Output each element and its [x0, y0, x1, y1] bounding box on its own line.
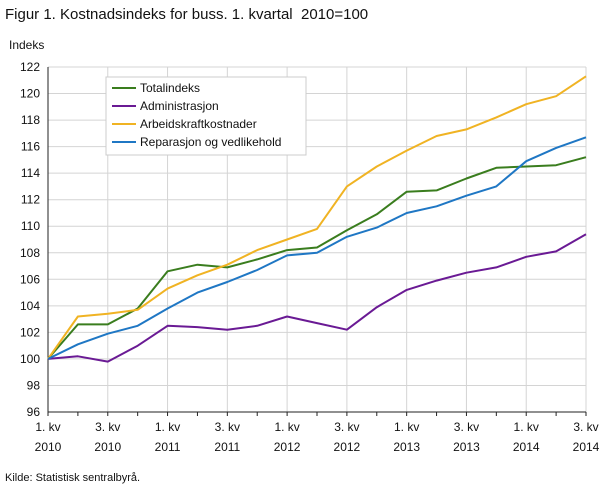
x-tick-label-year: 2013: [393, 440, 420, 454]
y-tick-label: 114: [21, 166, 40, 180]
x-tick-label-quarter: 3. kv: [95, 420, 120, 434]
source-note: Kilde: Statistisk sentralbyrå.: [5, 472, 141, 484]
x-tick-labels: 1. kv 2010 3. kv 2010 1. kv 2011 3. kv 2011 1. k…: [35, 420, 600, 454]
legend-label: Reparasjon og vedlikehold: [140, 135, 281, 149]
y-tick-label: 118: [21, 113, 40, 127]
y-tick-labels: 96 98 100 102 104 106 108 110 112 114 116 118 120 122: [20, 60, 40, 419]
series-line-totalindeks: [47, 156, 587, 360]
y-tick-label: 98: [27, 378, 41, 392]
x-tick-label-year: 2014: [513, 440, 540, 454]
x-tick-label-year: 2012: [334, 440, 361, 454]
axes: [47, 67, 587, 416]
series-line-administrasjon: [47, 233, 587, 363]
y-tick-label: 108: [20, 246, 40, 260]
x-tick-label-quarter: 1. kv: [35, 420, 60, 434]
x-tick-label-quarter: 1. kv: [394, 420, 419, 434]
x-tick-label-year: 2010: [94, 440, 121, 454]
x-tick-label-year: 2012: [274, 440, 301, 454]
legend-label: Administrasjon: [140, 99, 219, 113]
chart-title: Figur 1. Kostnadsindeks for buss. 1. kva…: [5, 6, 369, 23]
y-tick-label: 122: [20, 60, 40, 74]
legend-box: [105, 76, 307, 156]
x-tick-label-quarter: 1. kv: [155, 420, 180, 434]
x-tick-label-year: 2011: [214, 440, 240, 454]
legend: Totalindeks Administrasjon Arbeidskraftkos…: [105, 76, 307, 156]
y-tick-label: 106: [20, 272, 40, 286]
y-tick-label: 104: [20, 299, 40, 313]
x-tick-label-quarter: 3. kv: [215, 420, 240, 434]
x-tick-label-quarter: 3. kv: [454, 420, 479, 434]
x-tick-label-year: 2014: [573, 440, 600, 454]
y-tick-label: 100: [20, 352, 40, 366]
legend-label: Arbeidskraftkostnader: [140, 117, 257, 131]
y-axis-label: Indeks: [9, 38, 45, 52]
x-tick-label-quarter: 3. kv: [334, 420, 359, 434]
y-tick-label: 102: [20, 325, 40, 339]
series-line-arbeidskraftkostnader: [47, 75, 587, 360]
series-line-reparasjon-og-vedlikehold: [47, 136, 587, 360]
y-tick-label: 96: [27, 405, 41, 419]
y-tick-label: 112: [21, 193, 40, 207]
x-tick-label-quarter: 3. kv: [573, 420, 598, 434]
x-tick-label-year: 2011: [155, 440, 181, 454]
y-tick-label: 116: [21, 140, 40, 154]
legend-label: Totalindeks: [140, 81, 200, 95]
y-tick-label: 120: [20, 87, 40, 101]
x-tick-label-quarter: 1. kv: [514, 420, 539, 434]
x-tick-label-year: 2013: [453, 440, 480, 454]
y-tick-label: 110: [21, 219, 40, 233]
series-lines: [47, 75, 587, 363]
x-tick-label-year: 2010: [35, 440, 62, 454]
x-tick-label-quarter: 1. kv: [274, 420, 299, 434]
